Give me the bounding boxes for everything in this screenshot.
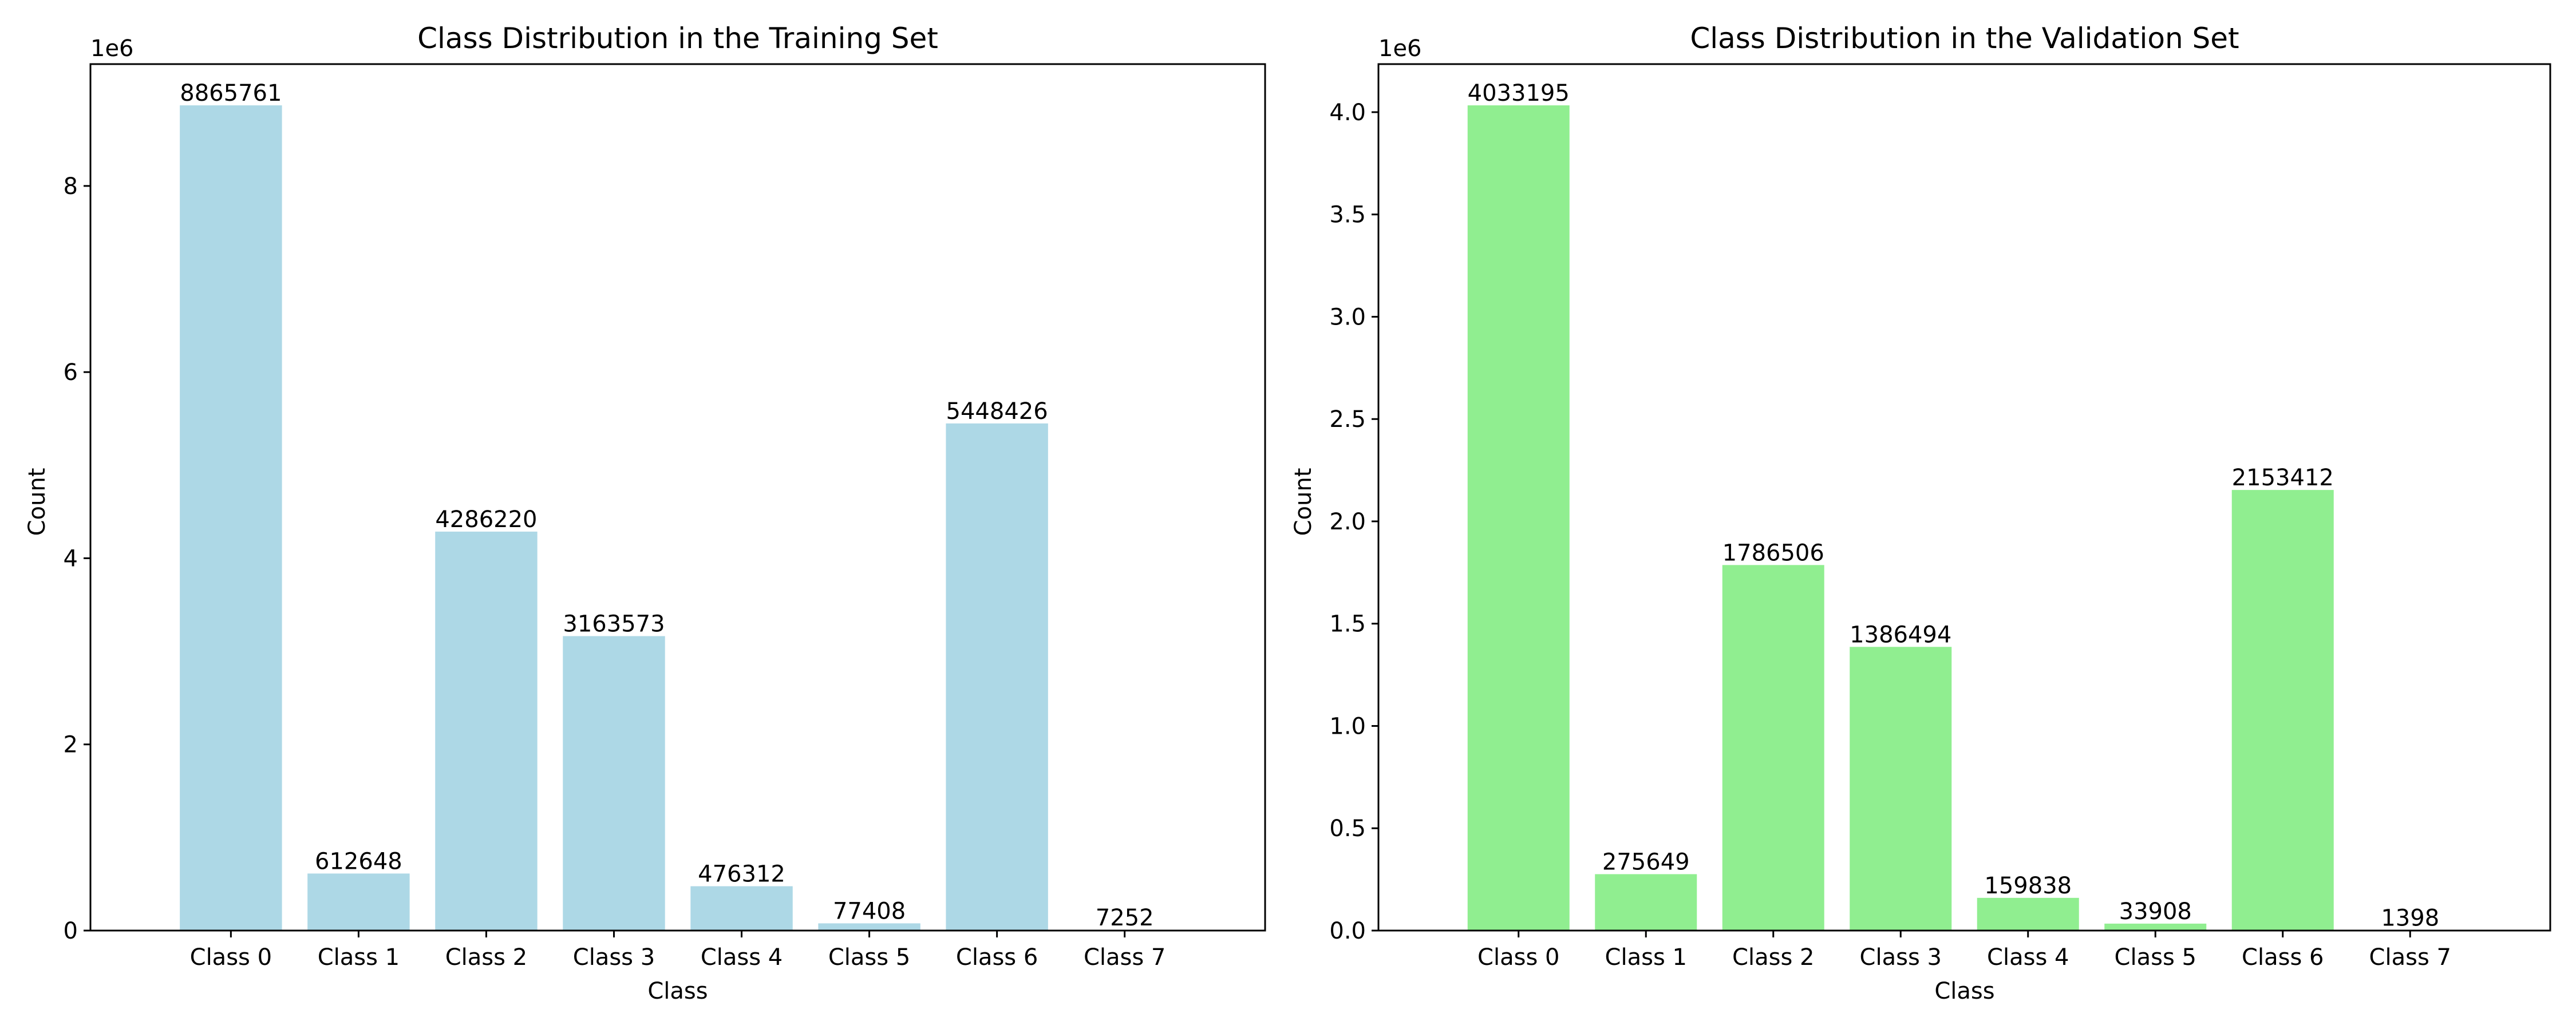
bar-value-label: 275649 [1602, 849, 1690, 875]
bar-value-label: 1398 [2381, 905, 2439, 932]
y-axis-label: Count [1290, 468, 1317, 536]
bar-class-0 [180, 105, 282, 931]
x-tick-label: Class 3 [573, 944, 655, 971]
x-tick-label: Class 1 [318, 944, 400, 971]
x-axis-label: Class [1934, 978, 1994, 1004]
y-tick-label: 2.0 [1329, 509, 1366, 535]
bar-class-6 [946, 424, 1048, 931]
bar-value-label: 4286220 [435, 506, 537, 533]
y-tick-label: 4 [64, 545, 78, 572]
y-tick-label: 2 [64, 732, 78, 758]
bar-class-3 [1850, 647, 1951, 931]
bar-class-1 [307, 873, 409, 931]
x-tick-label: Class 4 [701, 944, 783, 971]
y-tick-label: 0.0 [1329, 918, 1366, 944]
x-tick-label: Class 1 [1605, 944, 1687, 971]
y-tick-label: 1.0 [1329, 713, 1366, 739]
bar-value-label: 7252 [1096, 905, 1154, 931]
x-tick-label: Class 7 [2369, 944, 2451, 971]
chart-title: Class Distribution in the Validation Set [1690, 22, 2239, 55]
bar-class-0 [1468, 105, 1570, 931]
bar-value-label: 77408 [833, 898, 906, 924]
x-tick-label: Class 3 [1860, 944, 1942, 971]
bar-value-label: 159838 [1984, 873, 2072, 899]
y-tick-label: 6 [64, 359, 78, 386]
bar-class-4 [1977, 898, 2079, 931]
y-tick-label: 3.0 [1329, 304, 1366, 330]
x-tick-label: Class 7 [1084, 944, 1165, 971]
y-tick-label: 8 [64, 173, 78, 200]
y-tick-label: 0 [64, 918, 78, 944]
y-tick-label: 1.5 [1329, 611, 1366, 638]
x-tick-label: Class 0 [190, 944, 272, 971]
bar-class-3 [563, 636, 665, 931]
x-tick-label: Class 5 [828, 944, 910, 971]
y-offset-text: 1e6 [1378, 35, 1422, 62]
bar-value-label: 3163573 [563, 611, 665, 637]
bar-value-label: 2153412 [2232, 465, 2334, 491]
bar-value-label: 612648 [315, 848, 402, 874]
bar-value-label: 1786506 [1722, 540, 1824, 566]
x-tick-label: Class 2 [1732, 944, 1814, 971]
y-offset-text: 1e6 [90, 35, 134, 62]
y-tick-label: 4.0 [1329, 100, 1366, 126]
x-tick-label: Class 6 [956, 944, 1038, 971]
bar-value-label: 8865761 [180, 80, 282, 106]
x-axis-label: Class [647, 978, 708, 1004]
x-tick-label: Class 5 [2115, 944, 2196, 971]
bar-class-1 [1595, 874, 1697, 931]
bar-class-2 [1722, 565, 1824, 931]
bar-value-label: 1386494 [1850, 622, 1951, 648]
bar-value-label: 33908 [2119, 899, 2192, 925]
y-tick-label: 2.5 [1329, 406, 1366, 433]
bar-value-label: 476312 [698, 861, 785, 888]
x-tick-label: Class 2 [445, 944, 527, 971]
y-axis-label: Count [24, 468, 50, 536]
x-tick-label: Class 4 [1987, 944, 2069, 971]
bar-value-label: 5448426 [946, 398, 1048, 425]
x-tick-label: Class 6 [2242, 944, 2324, 971]
x-tick-label: Class 0 [1477, 944, 1559, 971]
y-tick-label: 3.5 [1329, 202, 1366, 228]
bar-class-2 [435, 532, 537, 931]
bar-value-label: 4033195 [1468, 80, 1570, 106]
chart-title: Class Distribution in the Training Set [417, 22, 938, 55]
bar-class-4 [690, 886, 792, 931]
y-tick-label: 0.5 [1329, 816, 1366, 842]
bar-class-6 [2232, 490, 2334, 931]
